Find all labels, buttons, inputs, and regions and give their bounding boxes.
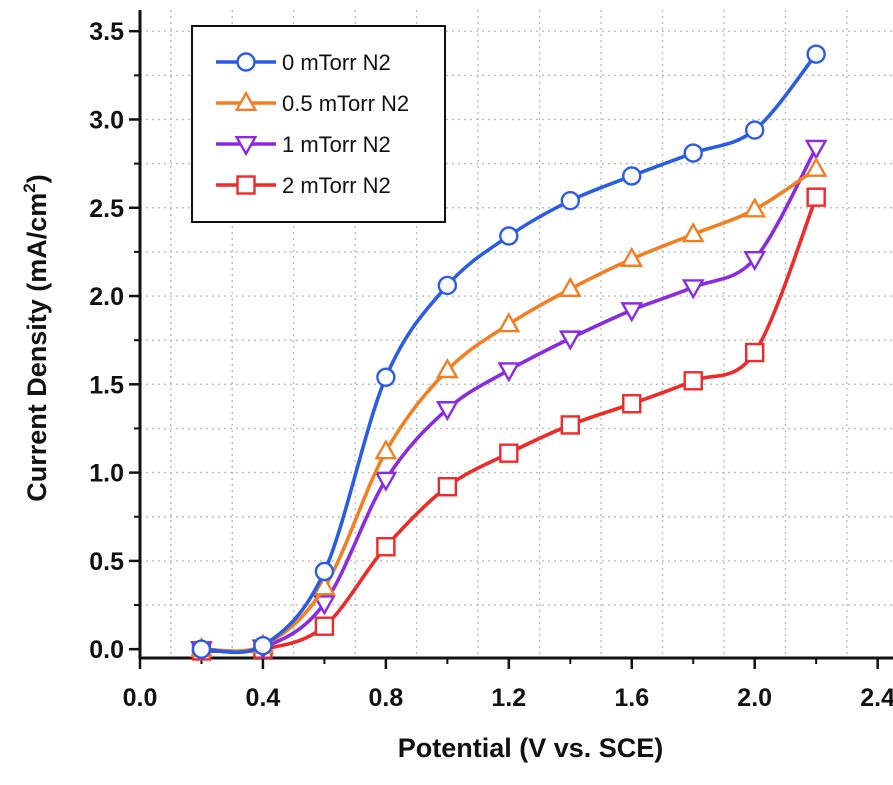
y-tick-label: 0.5 — [89, 548, 124, 576]
data-point — [622, 166, 642, 186]
x-tick-label: 0.8 — [368, 684, 403, 712]
axes: 0.0 0.4 0.8 1.2 1.6 2.0 2.4 0.0 0.5 1.0 1.5 2.0 2.5 3… — [89, 10, 893, 712]
legend-marker — [234, 135, 258, 157]
data-point — [744, 342, 765, 363]
data-point — [683, 371, 703, 391]
data-point — [313, 575, 336, 596]
data-point — [683, 143, 703, 163]
data-point — [437, 477, 458, 497]
series-group — [190, 44, 828, 662]
legend-label: 0 mTorr N2 — [282, 50, 391, 75]
legend-label: 2 mTorr N2 — [282, 173, 391, 198]
y-axis-title-superscript: 2 — [20, 183, 39, 192]
legend-box — [191, 25, 446, 223]
data-point — [804, 156, 828, 177]
data-point — [374, 439, 398, 460]
legend-marker — [234, 90, 258, 112]
y-axis-title: Current Density (mA/cm2) — [20, 174, 52, 502]
y-tick-label: 2.5 — [89, 195, 124, 223]
data-point — [681, 279, 705, 300]
legend-label: 1 mTorr N2 — [282, 132, 391, 157]
series-line — [201, 167, 818, 653]
data-point — [314, 561, 335, 582]
y-tick-label: 3.5 — [89, 18, 124, 46]
data-point — [499, 443, 519, 463]
series-line — [201, 53, 818, 655]
series-2-mtorr-n2 — [191, 187, 826, 661]
legend: 0 mTorr N2 0.5 mTorr N2 1 mTorr N2 2 mTorr … — [191, 25, 446, 223]
x-tick-label: 1.2 — [491, 684, 526, 712]
y-axis-title-main: Current Density (mA/cm — [22, 193, 52, 502]
data-point — [558, 276, 582, 297]
data-point — [497, 362, 521, 383]
data-point — [806, 187, 826, 207]
x-tick-label: 1.6 — [614, 684, 649, 712]
data-point — [374, 471, 398, 492]
data-point — [744, 120, 765, 140]
data-point — [253, 635, 273, 656]
legend-item: 1 mTorr N2 — [216, 132, 391, 157]
legend-marker — [236, 52, 256, 72]
data-point — [620, 302, 644, 323]
data-point — [681, 222, 705, 243]
y-tick-label: 0.0 — [89, 636, 124, 664]
data-point — [499, 226, 519, 246]
y-axis-title-close: ) — [22, 174, 52, 183]
data-point — [376, 537, 396, 557]
data-point — [558, 330, 582, 351]
data-point — [437, 275, 458, 296]
legend-item: 0.5 mTorr N2 — [216, 90, 409, 116]
x-tick-label: 2.4 — [860, 684, 893, 712]
legend-label: 0.5 mTorr N2 — [282, 91, 409, 116]
data-point — [435, 401, 459, 422]
data-point — [376, 367, 396, 387]
data-point — [620, 246, 644, 267]
legend-marker — [236, 175, 256, 195]
data-point — [806, 44, 826, 64]
x-tick-label: 2.0 — [737, 684, 772, 712]
y-tick-label: 3.0 — [89, 106, 124, 134]
y-tick-label: 1.0 — [89, 460, 124, 488]
data-point — [191, 639, 212, 659]
x-tick-label: 0.4 — [246, 684, 281, 712]
data-point — [743, 197, 767, 218]
legend-item: 2 mTorr N2 — [216, 173, 391, 198]
data-point — [435, 357, 459, 379]
legend-item: 0 mTorr N2 — [216, 50, 391, 75]
data-point — [313, 595, 336, 616]
data-point — [497, 312, 521, 333]
data-point — [622, 394, 642, 414]
data-point — [560, 415, 580, 435]
y-tick-label: 1.5 — [89, 371, 124, 399]
data-point — [560, 190, 580, 211]
series-0-mtorr-n2 — [191, 44, 826, 659]
y-tick-label: 2.0 — [89, 283, 124, 311]
data-point — [804, 139, 828, 160]
x-tick-label: 0.0 — [123, 684, 158, 712]
data-point — [314, 616, 335, 636]
x-axis-title: Potential (V vs. SCE) — [398, 733, 664, 763]
data-point — [743, 250, 767, 272]
